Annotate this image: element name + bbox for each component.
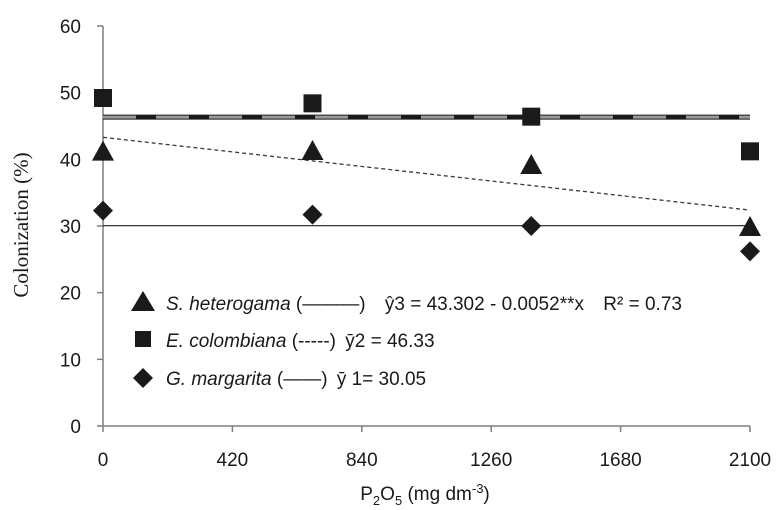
fit-line-s-heterogama [102, 136, 751, 211]
x-axis-label: P2O5 (mg dm-3) [360, 481, 490, 508]
diamond-marker [521, 216, 542, 236]
legend-triangle-icon [131, 291, 155, 311]
legend-equation-1: ȳ2 = 46.33 [345, 331, 434, 352]
legend-line-style-1: (-----) [292, 331, 336, 352]
y-tick-label: 50 [60, 84, 81, 105]
x-tick-label: 420 [217, 450, 249, 471]
triangle-marker [520, 154, 543, 174]
data-points [92, 89, 761, 262]
y-tick-label: 10 [60, 350, 81, 371]
y-axis-label: Colonization (%) [9, 152, 33, 297]
legend-diamond-icon [133, 368, 153, 388]
square-marker [303, 94, 322, 113]
y-axis-ticks: 0 10 20 30 40 50 60 [60, 17, 103, 438]
y-tick-label: 0 [70, 417, 81, 438]
x-axis-ticks: 0 420 840 1260 1680 2100 [98, 426, 771, 471]
diamond-marker [93, 200, 113, 221]
legend: S. heterogama (———) ŷ3 = 43.302 - 0.0052… [131, 291, 682, 390]
y-tick-label: 60 [60, 17, 81, 38]
legend-r2-0: R² = 0.73 [603, 294, 682, 315]
x-tick-label: 1260 [470, 450, 512, 471]
legend-entry-g-margarita: G. margarita (——) ȳ 1= 30.05 [133, 368, 426, 390]
x-tick-label: 1680 [599, 450, 641, 471]
fit-lines [102, 114, 751, 227]
legend-series-name-2: G. margarita [166, 369, 272, 390]
legend-line-style-2: (——) [277, 369, 328, 390]
square-marker [94, 89, 112, 107]
svg-text:E. colombiana (-----): E. colombiana (-----) ȳ2 = 46.33 [166, 331, 435, 352]
x-tick-label: 0 [98, 450, 109, 471]
y-tick-label: 30 [60, 217, 81, 238]
triangle-marker [92, 140, 114, 161]
legend-line-style-0: (———) [296, 294, 366, 315]
triangle-marker [301, 140, 324, 160]
square-marker [741, 142, 759, 161]
legend-series-name-0: S. heterogama [166, 294, 291, 315]
legend-square-icon [135, 331, 151, 347]
diamond-marker [740, 241, 760, 262]
x-tick-label: 2100 [729, 450, 771, 471]
legend-equation-2: ȳ 1= 30.05 [337, 369, 426, 390]
svg-text:S. heterogama (———): S. heterogama (———) ŷ3 = 43.302 - 0.0052… [166, 294, 682, 315]
y-tick-label: 20 [60, 284, 81, 305]
legend-equation-0: ŷ3 = 43.302 - 0.0052**x [385, 294, 585, 315]
legend-entry-s-heterogama: S. heterogama (———) ŷ3 = 43.302 - 0.0052… [131, 291, 682, 315]
y-tick-label: 40 [60, 150, 81, 171]
triangle-marker [739, 216, 761, 236]
diamond-marker [302, 204, 323, 225]
legend-entry-e-colombiana: E. colombiana (-----) ȳ2 = 46.33 [135, 331, 435, 352]
x-tick-label: 840 [346, 450, 378, 471]
svg-text:G. margarita (——): G. margarita (——) ȳ 1= 30.05 [166, 369, 426, 390]
square-marker [522, 107, 541, 126]
legend-series-name-1: E. colombiana [166, 331, 286, 352]
